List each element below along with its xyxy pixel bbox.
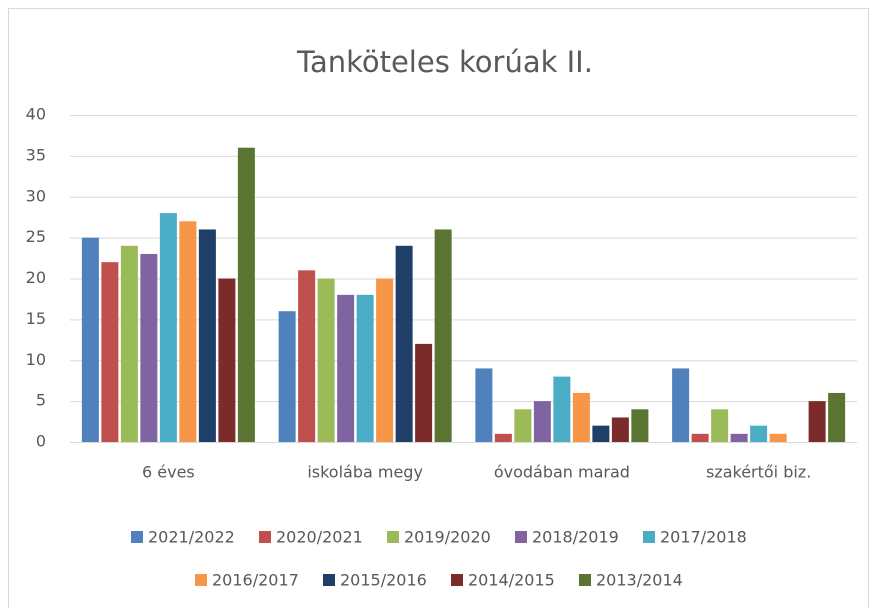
x-tick-label: óvodában marad	[494, 463, 630, 482]
bar	[691, 433, 709, 442]
y-tick-label: 40	[26, 105, 46, 124]
bar	[514, 409, 532, 442]
legend-swatch	[515, 531, 527, 543]
bar	[317, 278, 335, 442]
y-tick-label: 10	[26, 350, 46, 369]
bar	[337, 294, 355, 442]
legend-swatch	[259, 531, 271, 543]
bar	[672, 368, 690, 442]
bar	[828, 392, 846, 442]
bar	[475, 368, 493, 442]
y-tick-label: 25	[26, 227, 46, 246]
bar	[198, 229, 216, 442]
bar	[140, 253, 158, 442]
bar	[434, 229, 452, 442]
legend-swatch	[323, 574, 335, 586]
legend-label: 2015/2016	[340, 571, 427, 590]
bar	[553, 376, 571, 442]
y-tick-label: 35	[26, 145, 46, 164]
bar	[592, 425, 610, 442]
legend-swatch	[195, 574, 207, 586]
legend-label: 2016/2017	[212, 571, 299, 590]
y-tick-label: 0	[36, 432, 46, 451]
x-tick-label: 6 éves	[142, 463, 195, 482]
legend-swatch	[387, 531, 399, 543]
bar	[611, 417, 629, 442]
legend-label: 2014/2015	[468, 571, 555, 590]
bar	[120, 245, 138, 442]
bar	[750, 425, 768, 442]
chart-title: Tanköteles korúak II.	[296, 45, 593, 79]
x-tick-label: szakértői biz.	[706, 463, 811, 482]
legend-swatch	[131, 531, 143, 543]
bar	[631, 409, 649, 442]
y-tick-label: 5	[36, 391, 46, 410]
bar	[730, 433, 748, 442]
bar	[494, 433, 512, 442]
legend-label: 2020/2021	[276, 528, 363, 547]
bar	[101, 262, 119, 442]
bar	[415, 343, 433, 442]
y-tick-label: 30	[26, 186, 46, 205]
legend-label: 2018/2019	[532, 528, 619, 547]
bar	[278, 311, 296, 442]
bar	[356, 294, 374, 442]
bar	[769, 433, 787, 442]
bar	[808, 401, 826, 442]
bar	[298, 270, 316, 442]
bar	[376, 278, 394, 442]
legend-label: 2019/2020	[404, 528, 491, 547]
y-tick-label: 15	[26, 309, 46, 328]
legend-swatch	[643, 531, 655, 543]
y-tick-label: 20	[26, 268, 46, 287]
bar	[179, 221, 197, 442]
legend-swatch	[451, 574, 463, 586]
legend-label: 2017/2018	[660, 528, 747, 547]
bar	[237, 147, 255, 442]
bar	[572, 392, 590, 442]
bar	[711, 409, 729, 442]
bar	[533, 401, 551, 442]
bar	[218, 278, 236, 442]
legend-swatch	[579, 574, 591, 586]
legend-label: 2013/2014	[596, 571, 683, 590]
x-tick-label: iskolába megy	[307, 463, 423, 482]
bar	[395, 245, 413, 442]
bar	[159, 213, 177, 442]
bar	[81, 237, 99, 442]
legend-label: 2021/2022	[148, 528, 235, 547]
